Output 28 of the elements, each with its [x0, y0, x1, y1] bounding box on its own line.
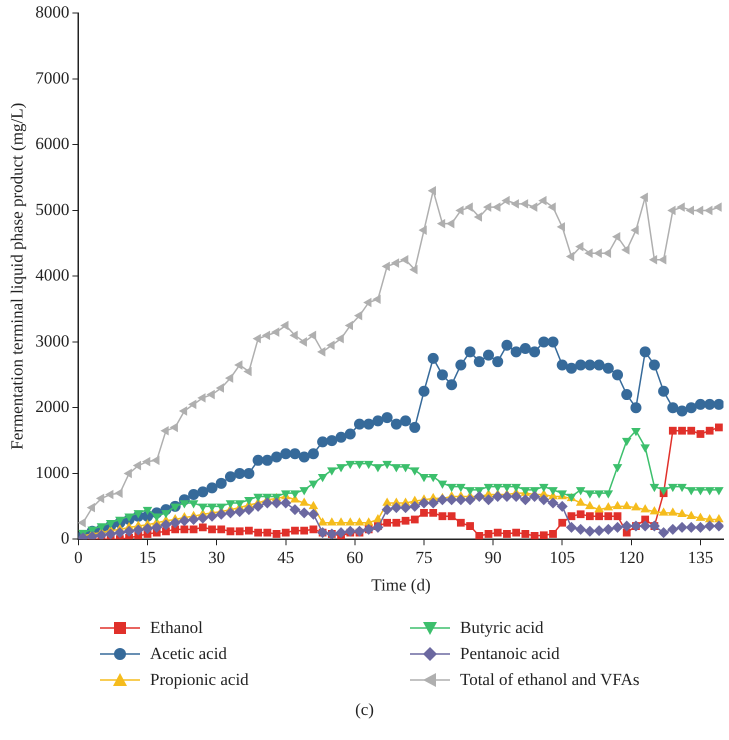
legend-label: Total of ethanol and VFAs [460, 670, 640, 690]
legend-label: Propionic acid [150, 670, 249, 690]
x-tick-label: 15 [139, 548, 156, 567]
x-tick-label: 135 [688, 548, 714, 567]
y-tick-label: 0 [60, 528, 70, 548]
x-tick-label: 105 [549, 548, 575, 567]
y-tick-label: 8000 [35, 2, 70, 22]
legend-label: Ethanol [150, 618, 203, 638]
y-axis-title: Fermentation terminal liquid phase product (mg/L) [8, 102, 27, 450]
x-axis-title: Time (d) [371, 575, 431, 594]
y-tick-label: 7000 [35, 68, 70, 88]
y-tick-label: 6000 [35, 134, 70, 154]
legend-label: Pentanoic acid [460, 644, 560, 664]
legend-label: Butyric acid [460, 618, 544, 638]
y-tick-label: 1000 [35, 462, 70, 482]
x-tick-label: 75 [415, 548, 432, 567]
x-tick-label: 60 [346, 548, 364, 567]
y-tick-label: 5000 [35, 200, 70, 219]
y-tick-label: 2000 [35, 397, 70, 416]
text: (c) [354, 700, 375, 720]
x-tick-label: 30 [208, 548, 226, 567]
x-tick-label: 45 [277, 548, 294, 567]
legend-label: Acetic acid [150, 644, 227, 664]
x-tick-label: 120 [618, 548, 644, 567]
x-tick-label: 90 [484, 548, 502, 567]
y-tick-label: 3000 [35, 331, 70, 350]
y-tick-label: 4000 [35, 266, 70, 285]
x-tick-label: 0 [74, 548, 83, 567]
